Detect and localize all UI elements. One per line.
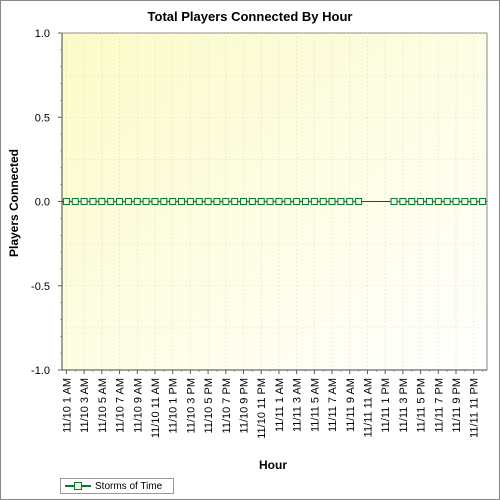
data-point	[390, 198, 398, 205]
x-tick-label: 11/11 3 PM	[398, 378, 410, 433]
x-tick-label: 11/10 7 AM	[115, 378, 127, 433]
x-tick-label: 11/10 5 PM	[203, 378, 215, 433]
data-point	[337, 198, 345, 205]
data-point	[89, 198, 97, 205]
data-point	[186, 198, 194, 205]
x-tick-label: 11/11 11 AM	[362, 378, 374, 437]
data-point	[213, 198, 221, 205]
data-point	[266, 198, 274, 205]
data-point	[204, 198, 212, 205]
data-point	[178, 198, 186, 205]
x-tick-label: 11/11 9 PM	[451, 378, 463, 433]
data-point	[142, 198, 150, 205]
y-tick-label: 0.0	[35, 197, 50, 209]
legend-entry: Storms of Time	[95, 480, 163, 492]
data-point	[284, 198, 292, 205]
x-tick-label: 11/10 9 PM	[239, 378, 251, 433]
chart-title: Total Players Connected By Hour	[147, 9, 353, 24]
x-tick-label: 11/11 11 PM	[469, 378, 481, 438]
data-point	[417, 198, 425, 205]
data-point	[222, 198, 230, 205]
data-point	[116, 198, 124, 205]
legend-swatch-icon	[65, 481, 91, 491]
x-tick-label: 11/11 5 AM	[309, 378, 321, 432]
data-point	[328, 198, 336, 205]
data-point	[461, 198, 469, 205]
data-point	[169, 198, 177, 205]
data-point	[195, 198, 203, 205]
y-tick-label: -1.0	[31, 365, 50, 377]
data-point	[80, 198, 88, 205]
x-tick-label: 11/10 11 AM	[150, 378, 162, 438]
data-point	[275, 198, 283, 205]
data-point	[62, 198, 70, 205]
x-tick-label: 11/10 1 PM	[168, 378, 180, 433]
x-tick-label: 11/10 5 AM	[97, 378, 109, 433]
x-tick-label: 11/11 3 AM	[292, 378, 304, 432]
x-tick-label: 11/11 1 PM	[380, 378, 392, 433]
x-tick-label: 11/10 9 AM	[132, 378, 144, 433]
data-point	[231, 198, 239, 205]
x-tick-label: 11/11 7 AM	[327, 378, 339, 432]
data-point	[257, 198, 265, 205]
data-point	[293, 198, 301, 205]
x-tick-label: 11/10 3 AM	[79, 378, 91, 433]
x-axis-label: Hour	[259, 458, 287, 472]
x-tick-label: 11/11 5 PM	[416, 378, 428, 433]
data-point	[346, 198, 354, 205]
x-tick-label: 11/10 11 PM	[256, 378, 268, 439]
data-point	[452, 198, 460, 205]
y-axis-label: Players Connected	[7, 148, 21, 258]
x-tick-label: 11/11 1 AM	[274, 378, 286, 432]
data-point	[107, 198, 115, 205]
data-point	[133, 198, 141, 205]
data-point	[124, 198, 132, 205]
data-point	[310, 198, 318, 205]
data-point	[71, 198, 79, 205]
data-point	[399, 198, 407, 205]
data-point	[160, 198, 168, 205]
x-tick-label: 11/11 7 PM	[433, 378, 445, 433]
data-point	[443, 198, 451, 205]
y-tick-label: 1.0	[35, 28, 50, 40]
data-point	[434, 198, 442, 205]
x-tick-label: 11/10 1 AM	[61, 378, 73, 433]
data-point	[319, 198, 327, 205]
data-point	[479, 198, 487, 205]
x-tick-label: 11/10 7 PM	[221, 378, 233, 433]
x-tick-label: 11/10 3 PM	[185, 378, 197, 433]
data-point	[301, 198, 309, 205]
data-point	[355, 198, 363, 205]
data-point	[151, 198, 159, 205]
data-point	[470, 198, 478, 205]
data-point	[408, 198, 416, 205]
data-point	[98, 198, 106, 205]
data-point	[240, 198, 248, 205]
x-tick-label: 11/11 9 AM	[345, 378, 357, 432]
data-point	[248, 198, 256, 205]
legend: Storms of Time	[60, 478, 174, 494]
y-tick-label: 0.5	[35, 112, 50, 124]
y-tick-label: -0.5	[31, 281, 50, 293]
data-point	[425, 198, 433, 205]
